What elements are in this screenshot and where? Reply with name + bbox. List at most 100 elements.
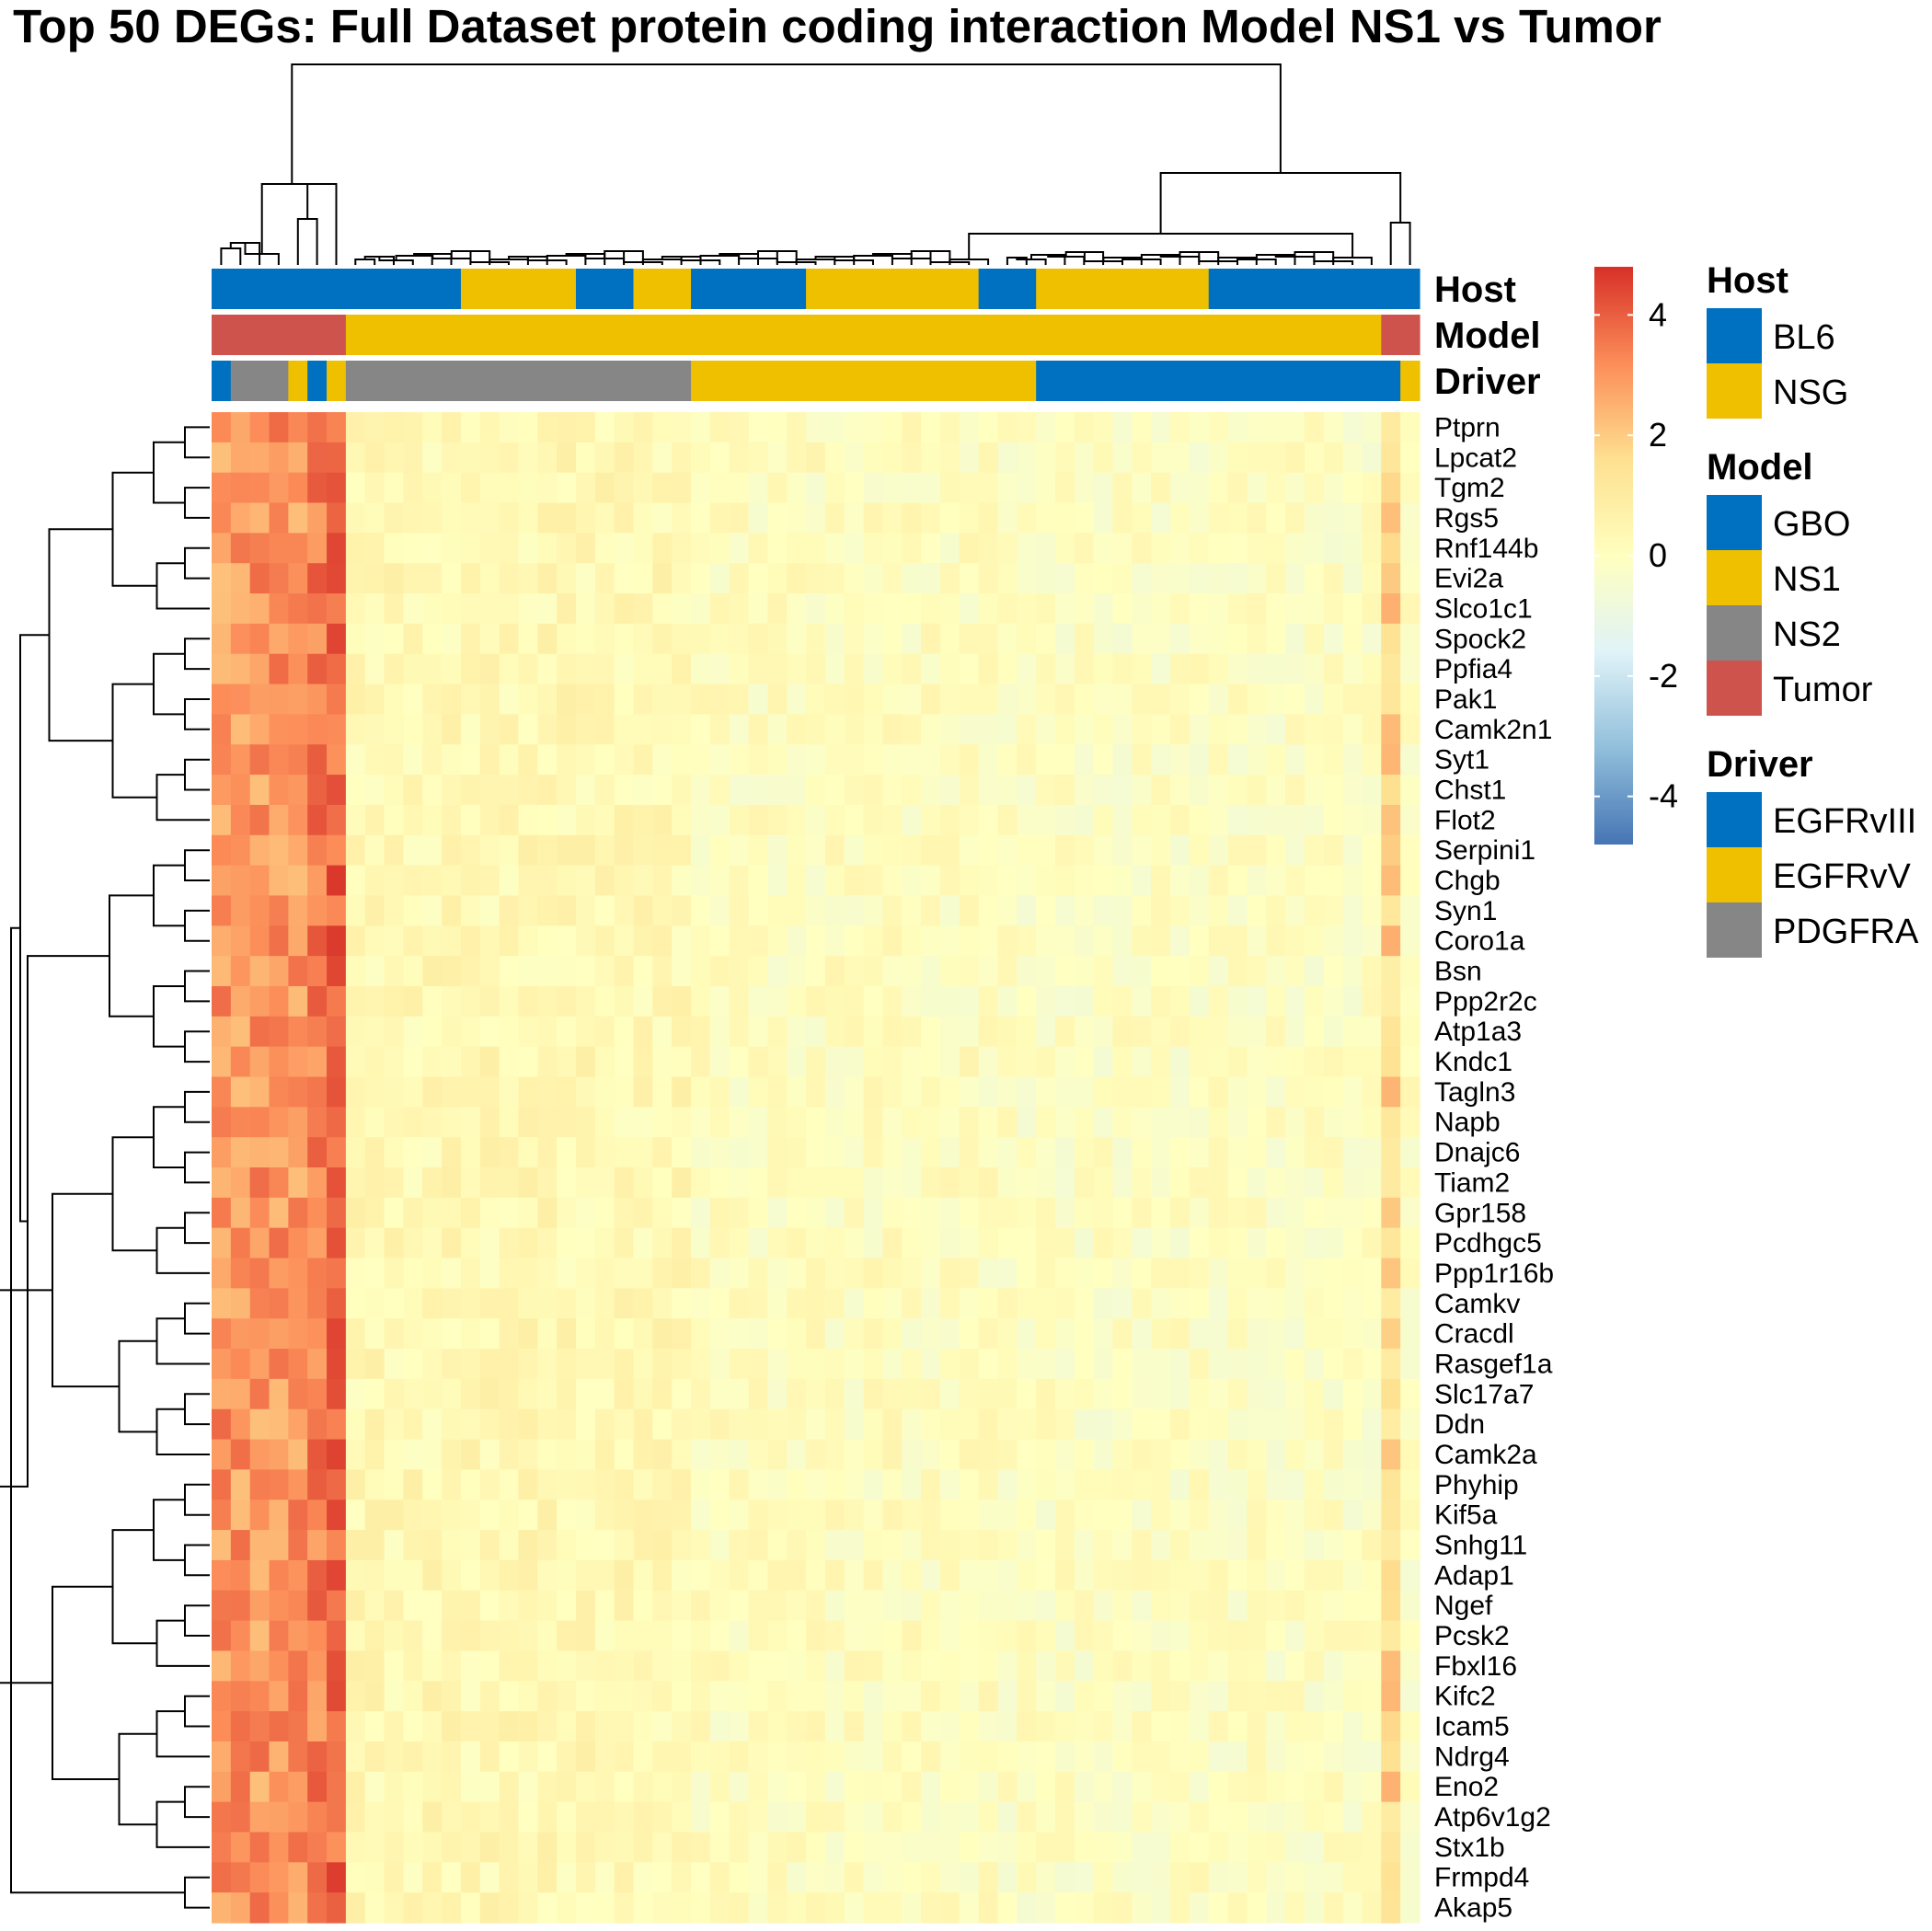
heatmap-cell bbox=[1381, 412, 1401, 443]
heatmap-cell bbox=[614, 1318, 635, 1350]
heatmap-cell bbox=[921, 1559, 941, 1592]
heatmap-cell bbox=[1247, 865, 1267, 897]
heatmap-cell bbox=[422, 1076, 443, 1108]
heatmap-cell bbox=[327, 472, 347, 504]
heatmap-cell bbox=[307, 834, 328, 867]
heatmap-cell bbox=[748, 1107, 768, 1138]
heatmap-cell bbox=[806, 1258, 826, 1289]
heatmap-cell bbox=[1342, 1318, 1363, 1350]
annotation-legend: HostBL6NSGModelGBONS1NS2TumorDriverEGFRv… bbox=[1707, 260, 1919, 958]
heatmap-cell bbox=[748, 1892, 768, 1924]
heatmap-cell bbox=[709, 412, 730, 443]
heatmap-cell bbox=[1112, 1681, 1133, 1712]
heatmap-cell bbox=[959, 1258, 980, 1289]
heatmap-cell bbox=[1093, 1408, 1114, 1441]
heatmap-cell bbox=[633, 1349, 653, 1380]
gene-label: Akap5 bbox=[1434, 1893, 1512, 1924]
heatmap-cell bbox=[1285, 744, 1305, 776]
annotation-cell-driver bbox=[307, 361, 328, 401]
heatmap-cell bbox=[902, 1650, 922, 1682]
heatmap-cell bbox=[1112, 804, 1133, 836]
heatmap-cell bbox=[212, 1590, 232, 1622]
heatmap-cell bbox=[1170, 533, 1190, 564]
heatmap-cell bbox=[1285, 623, 1305, 655]
heatmap-cell bbox=[729, 1559, 750, 1592]
heatmap-cell bbox=[921, 865, 941, 897]
heatmap-cell bbox=[1362, 1469, 1382, 1500]
heatmap-cell bbox=[959, 653, 980, 685]
heatmap-cell bbox=[1036, 1650, 1056, 1682]
heatmap-cell bbox=[1093, 1167, 1114, 1199]
heatmap-cell bbox=[345, 1559, 366, 1592]
heatmap-cell bbox=[345, 1318, 366, 1350]
heatmap-cell bbox=[1208, 1349, 1229, 1380]
heatmap-cell bbox=[230, 1318, 251, 1350]
heatmap-cell bbox=[1285, 1650, 1305, 1682]
heatmap-cell bbox=[1208, 533, 1229, 564]
heatmap-cell bbox=[997, 1318, 1018, 1350]
annotation-cell-host bbox=[1342, 269, 1363, 309]
heatmap-cell bbox=[1227, 714, 1248, 745]
heatmap-cell bbox=[997, 1288, 1018, 1319]
heatmap-cell bbox=[212, 1500, 232, 1531]
heatmap-cell bbox=[863, 442, 884, 474]
annotation-cell-driver bbox=[1132, 361, 1152, 401]
heatmap-cell bbox=[1323, 804, 1344, 836]
heatmap-cell bbox=[767, 502, 788, 534]
heatmap-cell bbox=[1304, 1500, 1325, 1531]
heatmap-cell bbox=[1247, 1892, 1267, 1924]
heatmap-cell bbox=[1381, 1469, 1401, 1500]
heatmap-cell bbox=[345, 412, 366, 443]
heatmap-cell bbox=[672, 1801, 692, 1833]
heatmap-cell bbox=[1323, 1107, 1344, 1138]
heatmap-cell bbox=[460, 985, 481, 1017]
heatmap-cell bbox=[384, 1681, 405, 1712]
heatmap-cell bbox=[1151, 1681, 1171, 1712]
heatmap-cell bbox=[997, 1892, 1018, 1924]
heatmap-cell bbox=[1400, 895, 1420, 926]
annotation-cell-host bbox=[939, 269, 960, 309]
heatmap-cell bbox=[1362, 533, 1382, 564]
heatmap-cell bbox=[1093, 653, 1114, 685]
heatmap-cell bbox=[729, 533, 750, 564]
heatmap-cell bbox=[978, 1227, 999, 1259]
heatmap-cell bbox=[1285, 1771, 1305, 1803]
heatmap-cell bbox=[537, 1741, 558, 1773]
heatmap-cell bbox=[1342, 804, 1363, 836]
heatmap-cell bbox=[249, 653, 270, 685]
annotation-cell-model bbox=[1342, 315, 1363, 355]
heatmap-cell bbox=[767, 472, 788, 504]
heatmap-cell bbox=[767, 1500, 788, 1531]
heatmap-cell bbox=[403, 1227, 423, 1259]
heatmap-cell bbox=[767, 775, 788, 806]
heatmap-cell bbox=[307, 1227, 328, 1259]
heatmap-cell bbox=[959, 865, 980, 897]
heatmap-cell bbox=[422, 1681, 443, 1712]
heatmap-cell bbox=[327, 1258, 347, 1289]
legend-label: NS2 bbox=[1773, 615, 1841, 654]
heatmap-cell bbox=[537, 502, 558, 534]
heatmap-cell bbox=[806, 1408, 826, 1441]
heatmap-cell bbox=[557, 865, 577, 897]
heatmap-cell bbox=[1266, 1500, 1286, 1531]
annotation-cell-host bbox=[978, 269, 999, 309]
heatmap-cell bbox=[863, 533, 884, 564]
heatmap-cell bbox=[921, 1258, 941, 1289]
heatmap-cell bbox=[997, 1650, 1018, 1682]
heatmap-cell bbox=[557, 1318, 577, 1350]
heatmap-cell bbox=[729, 1288, 750, 1319]
heatmap-cell bbox=[959, 1500, 980, 1531]
heatmap-cell bbox=[1132, 1197, 1152, 1229]
heatmap-cell bbox=[384, 1318, 405, 1350]
heatmap-cell bbox=[422, 1408, 443, 1441]
heatmap-cell bbox=[1247, 1137, 1267, 1168]
heatmap-cell bbox=[403, 1590, 423, 1622]
heatmap-cell bbox=[1074, 623, 1095, 655]
heatmap-cell bbox=[345, 1530, 366, 1561]
heatmap-cell bbox=[633, 502, 653, 534]
heatmap-cell bbox=[882, 865, 903, 897]
heatmap-cell bbox=[575, 1469, 596, 1500]
heatmap-cell bbox=[307, 653, 328, 685]
heatmap-cell bbox=[902, 1288, 922, 1319]
heatmap-cell bbox=[288, 1107, 308, 1138]
